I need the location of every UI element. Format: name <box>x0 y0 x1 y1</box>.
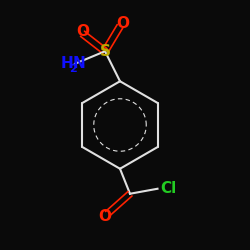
Text: Cl: Cl <box>160 181 176 196</box>
Text: O: O <box>76 24 89 39</box>
Text: O: O <box>116 16 129 31</box>
Text: O: O <box>98 209 112 224</box>
Text: N: N <box>73 56 86 71</box>
Text: H: H <box>61 56 74 71</box>
Text: S: S <box>100 44 110 59</box>
Text: 2: 2 <box>68 64 76 74</box>
